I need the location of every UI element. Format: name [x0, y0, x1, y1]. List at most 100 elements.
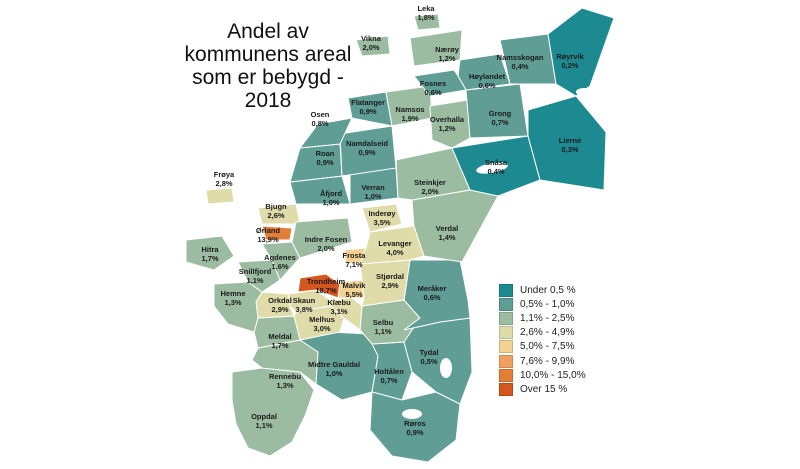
- region-malvik: [337, 279, 365, 299]
- municipality-name: Skaun: [292, 296, 316, 305]
- municipality-value: 1,4%: [438, 233, 456, 242]
- municipality-value: 2,9%: [271, 305, 289, 314]
- municipality-value: 0,2%: [561, 61, 579, 70]
- municipality-value: 2,6%: [267, 211, 285, 220]
- municipality-label: Frøya 2,8%: [214, 170, 234, 188]
- municipality-value: 0,6%: [478, 81, 496, 90]
- region-indre-fosen: [291, 217, 353, 259]
- municipality-label: Hemne 1,3%: [220, 289, 245, 307]
- lakes: [402, 88, 592, 419]
- region-snillfjord: [237, 259, 281, 293]
- region-naeroy: [409, 29, 463, 67]
- region-royrvik: [547, 7, 615, 97]
- municipality-value: 0,8%: [311, 119, 329, 128]
- municipality-label: Rennebu 1,3%: [269, 372, 301, 390]
- region-vikna: [355, 35, 391, 57]
- region-froya: [205, 187, 235, 205]
- municipality-name: Snåsa: [484, 158, 508, 167]
- municipality-value: 0,4%: [487, 167, 505, 176]
- municipality-label: Klæbu 3,1%: [327, 298, 350, 316]
- municipality-value: 2,0%: [317, 244, 335, 253]
- municipality-label: Grong 0,7%: [489, 109, 512, 127]
- municipality-name: Trondheim: [306, 277, 346, 286]
- municipality-value: 13,9%: [257, 235, 279, 244]
- municipality-name: Verran: [361, 183, 385, 192]
- municipality-name: Inderøy: [368, 209, 396, 218]
- municipality-value: 0,9%: [358, 148, 376, 157]
- municipality-label: Steinkjer 2,0%: [414, 178, 446, 196]
- municipality-value: 7,1%: [345, 260, 363, 269]
- municipality-name: Levanger: [378, 239, 412, 248]
- municipality-label: Røros 0,9%: [404, 419, 426, 437]
- title-line: Andel av: [227, 20, 309, 43]
- municipality-name: Steinkjer: [414, 178, 446, 187]
- municipality-name: Tydal: [419, 348, 439, 357]
- legend-item: 7,6% - 9,9%: [499, 354, 586, 368]
- municipality-name: Hemne: [220, 289, 246, 298]
- municipality-value: 1,8%: [417, 13, 435, 22]
- municipality-label: Skaun 3,8%: [293, 296, 316, 314]
- municipality-label: Hitra 1,7%: [201, 245, 218, 263]
- legend-swatch: [499, 340, 513, 354]
- municipality-label: Fosnes 0,6%: [420, 79, 446, 97]
- legend-swatch: [499, 368, 513, 382]
- legend-label: 1,1% - 2,5%: [520, 312, 575, 324]
- legend-swatch: [499, 297, 513, 311]
- municipality-value: 1,0%: [322, 198, 340, 207]
- legend-label: 10,0% - 15,0%: [520, 369, 586, 381]
- municipality-label: Snåsa 0,4%: [485, 158, 507, 176]
- municipality-name: Leka: [417, 4, 435, 13]
- municipality-label: Bjugn 2,6%: [265, 202, 286, 220]
- municipality-value: 0,9%: [359, 107, 377, 116]
- region-hitra: [185, 235, 235, 271]
- municipality-label: Tydal 0,5%: [419, 348, 438, 366]
- municipality-label: Høylandet 0,6%: [469, 72, 505, 90]
- legend: Under 0,5 % 0,5% - 1,0% 1,1% - 2,5% 2,6%…: [499, 283, 586, 397]
- municipality-value: 3,5%: [373, 218, 391, 227]
- municipality-value: 0,6%: [423, 293, 441, 302]
- municipality-label: Trondheim 18,7%: [307, 277, 345, 295]
- municipality-name: Hitra: [201, 245, 219, 254]
- region-namdalseid: [339, 125, 397, 177]
- municipality-value: 1,7%: [271, 341, 289, 350]
- region-fosnes: [413, 69, 467, 97]
- municipality-name: Snillfjord: [238, 267, 272, 276]
- municipality-value: 0,9%: [316, 158, 334, 167]
- region-agdenes: [261, 241, 301, 281]
- lake: [576, 88, 592, 96]
- municipality-label: Røyrvik 0,2%: [556, 52, 584, 70]
- municipality-name: Nærøy: [435, 45, 459, 54]
- municipality-label: Orkdal 2,9%: [268, 296, 292, 314]
- region-steinkjer: [395, 147, 471, 201]
- region-orland: [261, 225, 293, 241]
- municipality-label: Ørland 13,9%: [256, 226, 280, 244]
- municipality-label: Meråker 0,6%: [418, 284, 447, 302]
- municipality-value: 3,8%: [295, 305, 313, 314]
- municipality-label: Oppdal 1,1%: [251, 412, 277, 430]
- lake: [440, 358, 452, 378]
- municipality-name: Melhus: [309, 315, 335, 324]
- legend-item: 0,5% - 1,0%: [499, 297, 586, 311]
- region-inderoy: [361, 203, 403, 233]
- legend-label: 0,5% - 1,0%: [520, 298, 575, 310]
- municipality-label: Namdalseid 0,9%: [346, 139, 388, 157]
- municipality-value: 1,0%: [364, 192, 382, 201]
- municipality-value: 1,6%: [271, 262, 289, 271]
- municipality-label: Frosta 7,1%: [343, 251, 366, 269]
- municipality-label: Agdenes 1,6%: [264, 253, 296, 271]
- municipality-label: Leka 1,8%: [417, 4, 434, 22]
- municipality-label: Åfjord 1,0%: [320, 189, 342, 207]
- municipality-value: 1,1%: [255, 421, 273, 430]
- municipality-name: Namdalseid: [345, 139, 389, 148]
- municipality-name: Meråker: [417, 284, 447, 293]
- municipality-value: 1,2%: [438, 54, 456, 63]
- municipality-label: Melhus 3,0%: [309, 315, 335, 333]
- municipality-label: Overhalla 1,2%: [430, 115, 464, 133]
- municipality-name: Indre Fosen: [304, 235, 348, 244]
- municipality-value: 1,3%: [276, 381, 294, 390]
- municipality-name: Namsos: [395, 105, 425, 114]
- legend-swatch: [499, 354, 513, 368]
- municipality-label: Stjørdal 2,9%: [376, 272, 404, 290]
- legend-swatch: [499, 311, 513, 325]
